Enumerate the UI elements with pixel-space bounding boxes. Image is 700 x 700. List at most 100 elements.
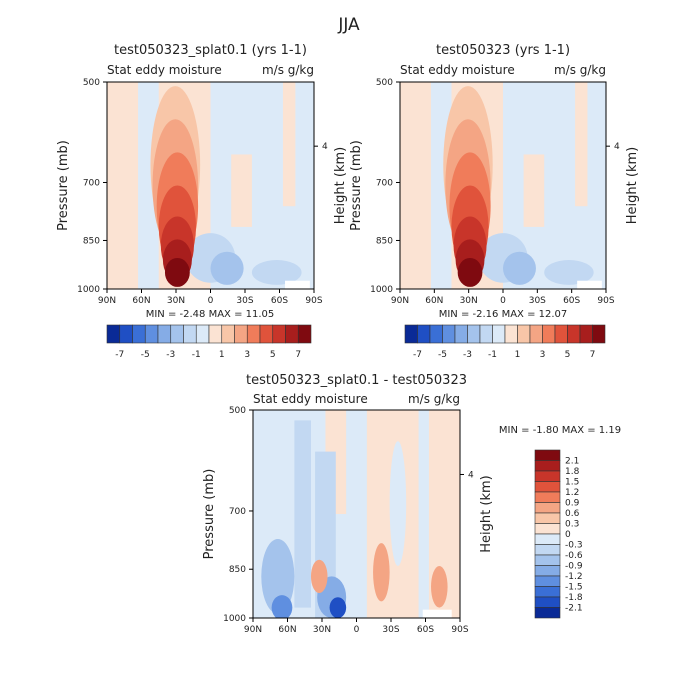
colorbar-swatch: [132, 324, 146, 344]
colorbar-swatch: [429, 324, 443, 344]
colorbar-swatch: [534, 607, 561, 619]
plume-level: [457, 257, 483, 287]
colorbar-swatch: [534, 512, 561, 524]
stats-label: MIN = -1.80 MAX = 1.19: [499, 425, 621, 436]
colorbar-label: 3: [540, 350, 546, 360]
right-axis-label: Height (km): [625, 147, 640, 224]
y-tick-label: 500: [83, 78, 100, 88]
x-tick-label: 90N: [391, 296, 409, 306]
colorbar-swatch: [534, 502, 561, 514]
right-axis-label: Height (km): [479, 475, 494, 552]
right-tick-label: 4: [322, 142, 328, 152]
colorbar-label: 0.9: [565, 499, 580, 509]
colorbar-swatch: [106, 324, 121, 344]
colorbar-swatch: [534, 449, 561, 461]
panel-subtitle-left: Stat eddy moisture: [107, 63, 222, 77]
colorbar-label: 5: [270, 350, 276, 360]
field-mask: [422, 609, 452, 618]
y-tick-label: 700: [83, 178, 100, 188]
colorbar-swatch: [259, 324, 274, 344]
field-blob: [502, 251, 536, 285]
colorbar-label: 1: [515, 350, 521, 360]
x-tick-label: 30N: [460, 296, 478, 306]
colorbar-swatch: [534, 470, 561, 482]
panel-title: test050323_splat0.1 - test050323: [246, 373, 467, 388]
colorbar-swatch: [542, 324, 556, 344]
colorbar-swatch: [504, 324, 518, 344]
colorbar-label: -1.8: [565, 593, 583, 603]
stats-label: MIN = -2.48 MAX = 11.05: [146, 309, 275, 320]
x-tick-label: 90S: [597, 296, 614, 306]
colorbar-label: -5: [438, 350, 447, 360]
field-band: [575, 82, 588, 207]
colorbar-label: 1.2: [565, 488, 579, 498]
x-tick-label: 30S: [382, 625, 399, 635]
stats-label: MIN = -2.16 MAX = 12.07: [439, 309, 568, 320]
colorbar-swatch: [479, 324, 493, 344]
colorbar-swatch: [534, 596, 561, 608]
panel-subtitle-right: m/s g/kg: [408, 392, 460, 406]
x-tick-label: 60S: [271, 296, 288, 306]
colorbar-label: -0.3: [565, 541, 583, 551]
colorbar-swatch: [454, 324, 468, 344]
colorbar-swatch: [119, 324, 133, 344]
field-band: [231, 154, 252, 227]
colorbar-label: 7: [590, 350, 596, 360]
plume-level: [164, 257, 190, 287]
x-tick-label: 30N: [167, 296, 185, 306]
colorbar-swatch: [404, 324, 418, 344]
panel-subtitle-right: m/s g/kg: [554, 63, 606, 77]
colorbar-label: 2.1: [565, 457, 579, 467]
field-band: [523, 154, 545, 227]
x-tick-label: 90S: [451, 625, 468, 635]
x-tick-label: 90N: [244, 625, 262, 635]
panel-title: test050323 (yrs 1-1): [436, 43, 570, 58]
colorbar-swatch: [467, 324, 481, 344]
colorbar-label: -0.9: [565, 562, 583, 572]
colorbar-swatch: [208, 324, 223, 344]
y-tick-label: 850: [376, 236, 393, 246]
x-tick-label: 60S: [563, 296, 580, 306]
panel-subtitle-left: Stat eddy moisture: [253, 392, 368, 406]
colorbar-swatch: [534, 554, 561, 566]
right-axis-label: Height (km): [333, 147, 348, 224]
colorbar-label: 1.8: [565, 467, 580, 477]
colorbar-swatch: [246, 324, 261, 344]
y-tick-label: 850: [83, 236, 100, 246]
x-tick-label: 30S: [236, 296, 253, 306]
colorbar-label: -3: [463, 350, 472, 360]
field-blob: [271, 595, 293, 618]
field-blob: [310, 559, 328, 594]
colorbar-swatch: [534, 481, 561, 493]
field-blob: [431, 566, 448, 608]
colorbar-label: -5: [141, 350, 150, 360]
y-tick-label: 700: [229, 507, 246, 517]
field-blob: [373, 543, 390, 602]
y-axis-label: Pressure (mb): [349, 140, 364, 231]
x-tick-label: 60N: [425, 296, 443, 306]
figure-title: JJA: [337, 15, 360, 35]
colorbar-swatch: [529, 324, 543, 344]
colorbar-swatch: [417, 324, 431, 344]
colorbar-label: 0: [565, 530, 571, 540]
x-tick-label: 90S: [305, 296, 322, 306]
x-tick-label: 90N: [98, 296, 116, 306]
colorbar-swatch: [157, 324, 172, 344]
colorbar-swatch: [534, 533, 561, 545]
colorbar-label: 7: [295, 350, 301, 360]
colorbar-label: -1: [488, 350, 497, 360]
colorbar-swatch: [534, 565, 561, 577]
colorbar-swatch: [517, 324, 531, 344]
field-mask: [285, 280, 310, 289]
y-axis-label: Pressure (mb): [202, 469, 217, 560]
x-tick-label: 60N: [132, 296, 150, 306]
field-blob: [329, 597, 347, 618]
field-blob: [261, 538, 295, 614]
colorbar-label: 1.5: [565, 478, 579, 488]
y-tick-label: 1000: [370, 285, 393, 295]
field-band: [107, 82, 139, 289]
colorbar-swatch: [170, 324, 184, 344]
colorbar-swatch: [272, 324, 286, 344]
colorbar-swatch: [534, 460, 561, 472]
field-band: [400, 82, 431, 289]
